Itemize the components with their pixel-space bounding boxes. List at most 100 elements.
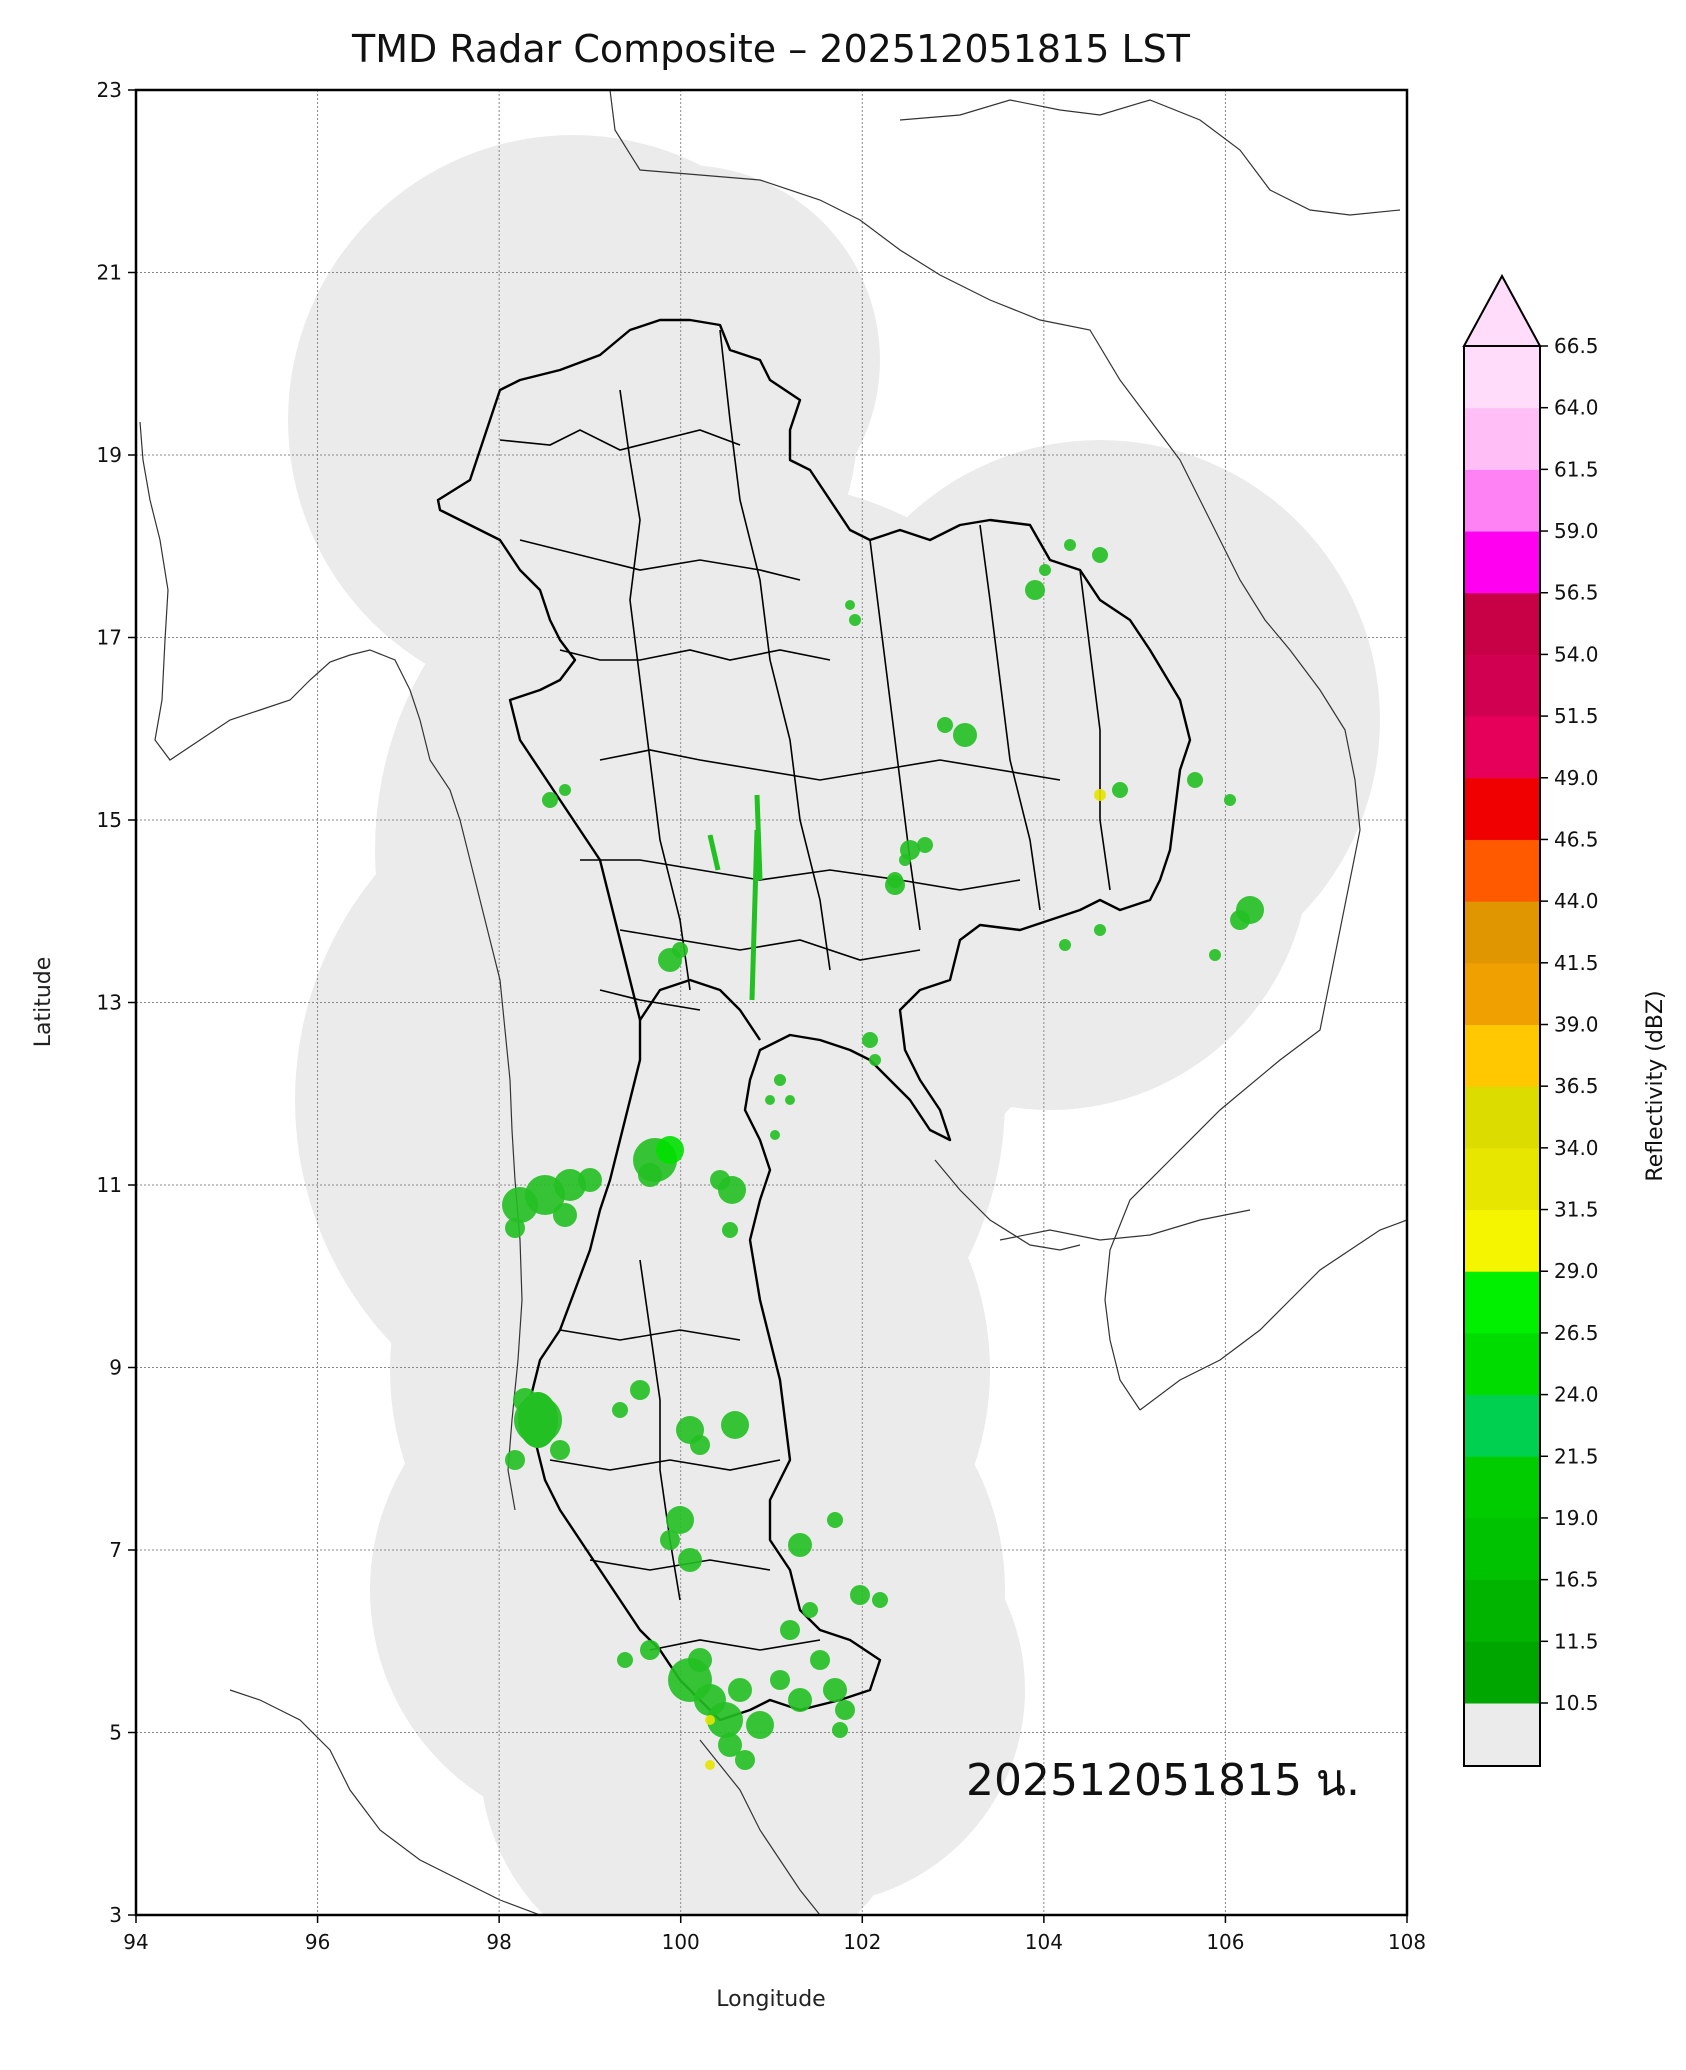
colorbar-segment — [1464, 1086, 1540, 1149]
colorbar-segment — [1464, 1579, 1540, 1642]
echo-cell — [735, 1750, 755, 1770]
colorbar-tick-label: 49.0 — [1554, 766, 1599, 790]
echo-cell — [640, 1640, 660, 1660]
echo-cell — [770, 1130, 780, 1140]
echo-cell — [823, 1678, 847, 1702]
province-line — [559, 649, 831, 661]
plot-area — [136, 90, 1407, 1915]
echo-cell — [849, 614, 861, 626]
colorbar-tick-label: 36.5 — [1554, 1074, 1599, 1098]
colorbar-label: Reflectivity (dBZ) — [1643, 990, 1668, 1181]
coast-cambodia — [934, 1159, 1081, 1251]
echo-cell — [559, 784, 571, 796]
colorbar-tick-label: 24.0 — [1554, 1383, 1599, 1407]
echo-cell — [869, 1054, 881, 1066]
province-line — [869, 539, 921, 931]
border-cambodia-vietnam — [999, 1209, 1251, 1241]
colorbar-segment — [1464, 1641, 1540, 1704]
echo-cell — [1209, 949, 1221, 961]
y-axis-ticks: 3 5 7 9 11 13 15 17 19 21 23 — [97, 78, 136, 1927]
colorbar: 10.5 11.5 16.5 19.0 21.5 24.0 26.5 29.0 31.5 34.0… — [1462, 273, 1599, 1767]
x-tick-label: 98 — [486, 1930, 511, 1954]
y-tick-label: 7 — [109, 1538, 122, 1562]
echo-cell — [550, 1440, 570, 1460]
echo-cell — [666, 1506, 694, 1534]
echo-cell — [710, 1170, 730, 1190]
coast-malay — [699, 1739, 821, 1915]
echo-cell — [765, 1095, 775, 1105]
echo-cell — [835, 1700, 855, 1720]
echo-cell — [832, 1722, 848, 1738]
echo-cell — [1112, 782, 1128, 798]
colorbar-tick-label: 16.5 — [1554, 1568, 1599, 1592]
coastlines — [139, 90, 1407, 1915]
colorbar-tick-label: 21.5 — [1554, 1444, 1599, 1468]
border-laos-vietnam — [609, 90, 1361, 1411]
echo-cell — [660, 1530, 680, 1550]
colorbar-tick-label: 29.0 — [1554, 1259, 1599, 1283]
echo-cell — [542, 792, 558, 808]
echo-cell — [705, 1760, 715, 1770]
colorbar-tick-label: 26.5 — [1554, 1321, 1599, 1345]
colorbar-tick-label: 66.5 — [1554, 334, 1599, 358]
colorbar-segment — [1464, 716, 1540, 779]
coverage-circle-narathiwat — [595, 1475, 1025, 1905]
x-tick-label: 104 — [1025, 1930, 1063, 1954]
x-tick-label: 94 — [123, 1930, 148, 1954]
colorbar-tick-label: 31.5 — [1554, 1198, 1599, 1222]
echo-streak — [707, 834, 721, 871]
echo-cell — [722, 1222, 738, 1238]
province-line — [599, 749, 1061, 781]
y-tick-label: 3 — [109, 1903, 122, 1927]
x-axis-label: Longitude — [716, 1987, 825, 2012]
echo-cell — [578, 1168, 602, 1192]
colorbar-tick-label: 39.0 — [1554, 1013, 1599, 1037]
colorbar-segment — [1464, 901, 1540, 964]
colorbar-tick-label: 11.5 — [1554, 1629, 1599, 1653]
echo-cell — [672, 942, 688, 958]
coast-vietnam-south — [1139, 1219, 1407, 1411]
echo-cell — [505, 1450, 525, 1470]
y-tick-label: 9 — [109, 1356, 122, 1380]
y-tick-label: 23 — [97, 78, 122, 102]
colorbar-segment — [1464, 1394, 1540, 1457]
colorbar-segment — [1464, 592, 1540, 655]
colorbar-segment — [1464, 531, 1540, 594]
colorbar-segment — [1464, 1209, 1540, 1272]
echo-cell — [1094, 789, 1106, 801]
province-line — [619, 389, 691, 991]
echo-cell — [707, 1702, 743, 1738]
colorbar-tick-label: 56.5 — [1554, 581, 1599, 605]
echo-cell — [788, 1688, 812, 1712]
coverage-circle-chiangrai — [490, 165, 880, 555]
province-line — [619, 929, 921, 961]
echo-cell — [887, 872, 903, 888]
colorbar-tick-label: 46.5 — [1554, 827, 1599, 851]
echo-cell — [785, 1095, 795, 1105]
echo-cell — [937, 717, 953, 733]
y-tick-label: 11 — [97, 1173, 122, 1197]
echo-cell — [899, 854, 911, 866]
colorbar-tick-label: 19.0 — [1554, 1506, 1599, 1530]
y-tick-label: 15 — [97, 808, 122, 832]
echo-cell — [1064, 539, 1076, 551]
colorbar-segment — [1464, 962, 1540, 1025]
echo-cell — [953, 723, 977, 747]
echo-cell — [1094, 924, 1106, 936]
echo-cell — [656, 1136, 684, 1164]
province-line — [519, 539, 801, 581]
echo-cell — [617, 1652, 633, 1668]
echo-cell — [802, 1602, 818, 1618]
gulf-coast-upper — [639, 978, 761, 1041]
echo-cell — [518, 1392, 558, 1448]
x-tick-label: 96 — [305, 1930, 330, 1954]
echo-cell — [1059, 939, 1071, 951]
x-tick-label: 102 — [843, 1930, 881, 1954]
echo-cell — [612, 1402, 628, 1418]
echo-cell — [505, 1218, 525, 1238]
colorbar-segment — [1464, 1456, 1540, 1519]
colorbar-outline — [1463, 346, 1541, 1767]
echo-cell — [827, 1512, 843, 1528]
echo-cell — [1187, 772, 1203, 788]
